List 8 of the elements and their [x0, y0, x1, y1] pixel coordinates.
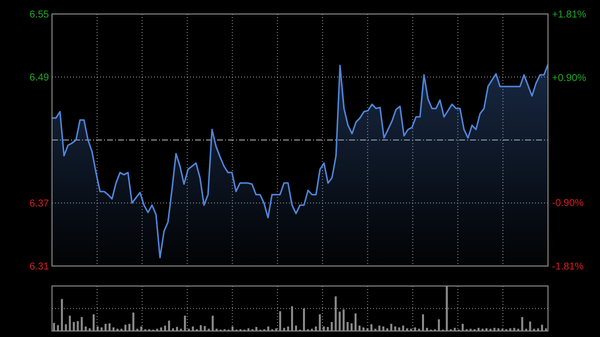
y-tick-label: 6.37 — [30, 198, 50, 210]
y2-tick-label: -0.90% — [552, 198, 584, 210]
y-tick-label: 6.31 — [30, 262, 50, 272]
y2-tick-label: -1.81% — [552, 262, 584, 272]
y2-tick-label: +0.90% — [552, 72, 586, 84]
y-tick-label: 6.55 — [30, 10, 50, 20]
y2-tick-label: +1.81% — [552, 10, 586, 20]
y-tick-label: 6.49 — [30, 72, 50, 84]
